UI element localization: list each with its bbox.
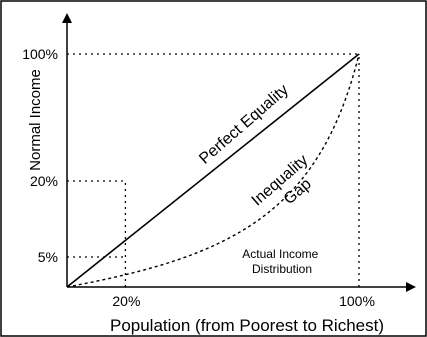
actual-income-label-line-2: Distribution [252, 262, 312, 276]
y-tick-labels: 100% 20% 5% [22, 46, 58, 265]
y-axis-label: Normal Income [27, 69, 44, 171]
actual-income-label-line-1: Actual Income [242, 247, 318, 261]
y-tick-label-1: 20% [30, 173, 58, 189]
reference-lines [67, 53, 360, 287]
x-tick-labels: 20% 100% [112, 293, 375, 309]
series-line-actual-income-distribution [66, 53, 360, 288]
x-axis-label: Population (from Poorest to Richest) [110, 316, 384, 335]
y-tick-label-0: 100% [22, 46, 58, 62]
x-tick-label-0: 20% [112, 293, 140, 309]
series-lines [66, 53, 360, 288]
x-tick-label-1: 100% [339, 293, 375, 309]
y-tick-label-2: 5% [38, 249, 58, 265]
actual-income-distribution-label: Actual Income Distribution [242, 247, 321, 276]
series-line-perfect-equality [66, 53, 360, 288]
